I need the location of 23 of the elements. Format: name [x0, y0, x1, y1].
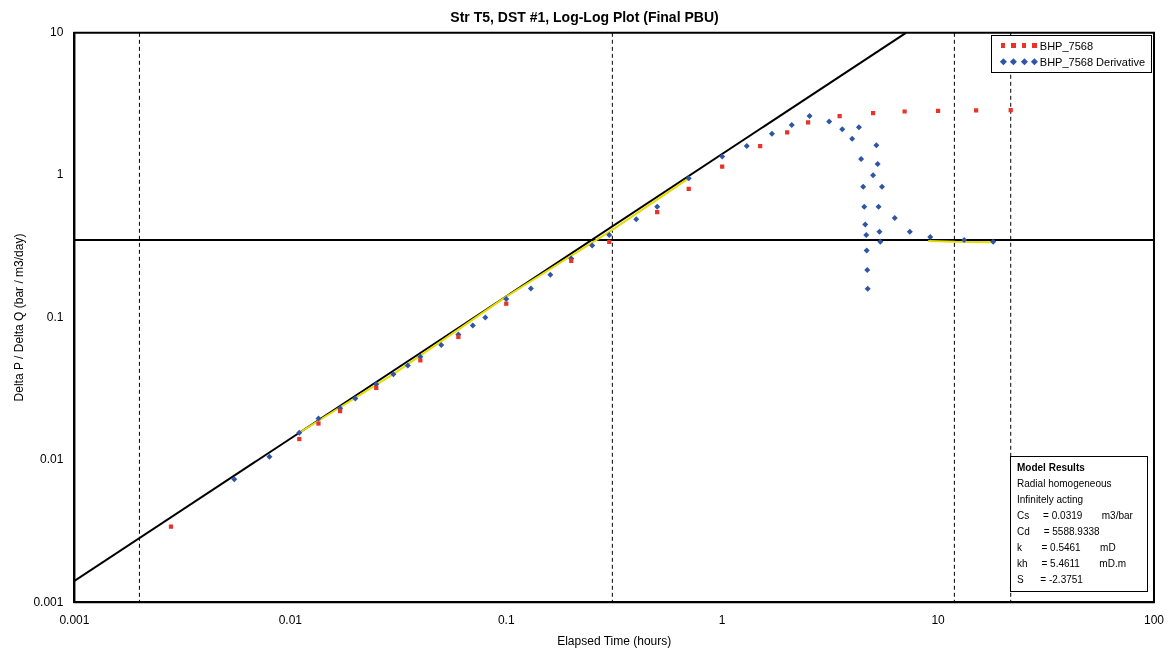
y-axis-title: Delta P / Delta Q (bar / m3/day): [11, 233, 26, 402]
legend-label: BHP_7568 Derivative: [1039, 55, 1145, 68]
chart-title: Str T5, DST #1, Log-Log Plot (Final PBU): [450, 9, 719, 26]
y-tick-label: 0.1: [46, 309, 64, 324]
legend-label: BHP_7568: [1039, 39, 1094, 52]
annotation: Cd = 5588.9338: [1017, 525, 1101, 540]
annotation: S = -2.3751: [1017, 573, 1084, 588]
x-tick-label: 100: [1143, 612, 1165, 627]
x-tick-label: 0.01: [278, 612, 303, 627]
annotation: kh = 5.4611 mD.m: [1017, 557, 1128, 572]
y-tick-label: 10: [50, 25, 64, 40]
y-tick-label: 0.001: [33, 594, 64, 609]
y-tick-label: 0.01: [40, 452, 64, 467]
annotation: k = 0.5461 mD: [1017, 541, 1117, 556]
x-tick-label: 0.1: [497, 612, 515, 627]
y-tick-label: 1: [56, 167, 64, 182]
annotation: Cs = 0.0319 m3/bar: [1017, 509, 1134, 524]
x-axis-title: Elapsed Time (hours): [557, 634, 672, 649]
annotation: Model Results: [1017, 461, 1086, 476]
annotation: Radial homogeneous: [1017, 477, 1113, 492]
x-tick-label: 1: [718, 612, 726, 627]
x-tick-label: 10: [931, 612, 946, 627]
annotation: Infinitely acting: [1017, 493, 1085, 508]
